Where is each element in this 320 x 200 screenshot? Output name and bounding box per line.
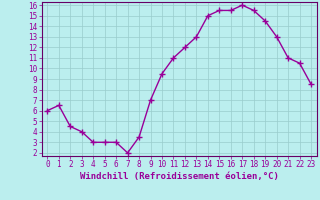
X-axis label: Windchill (Refroidissement éolien,°C): Windchill (Refroidissement éolien,°C) bbox=[80, 172, 279, 181]
